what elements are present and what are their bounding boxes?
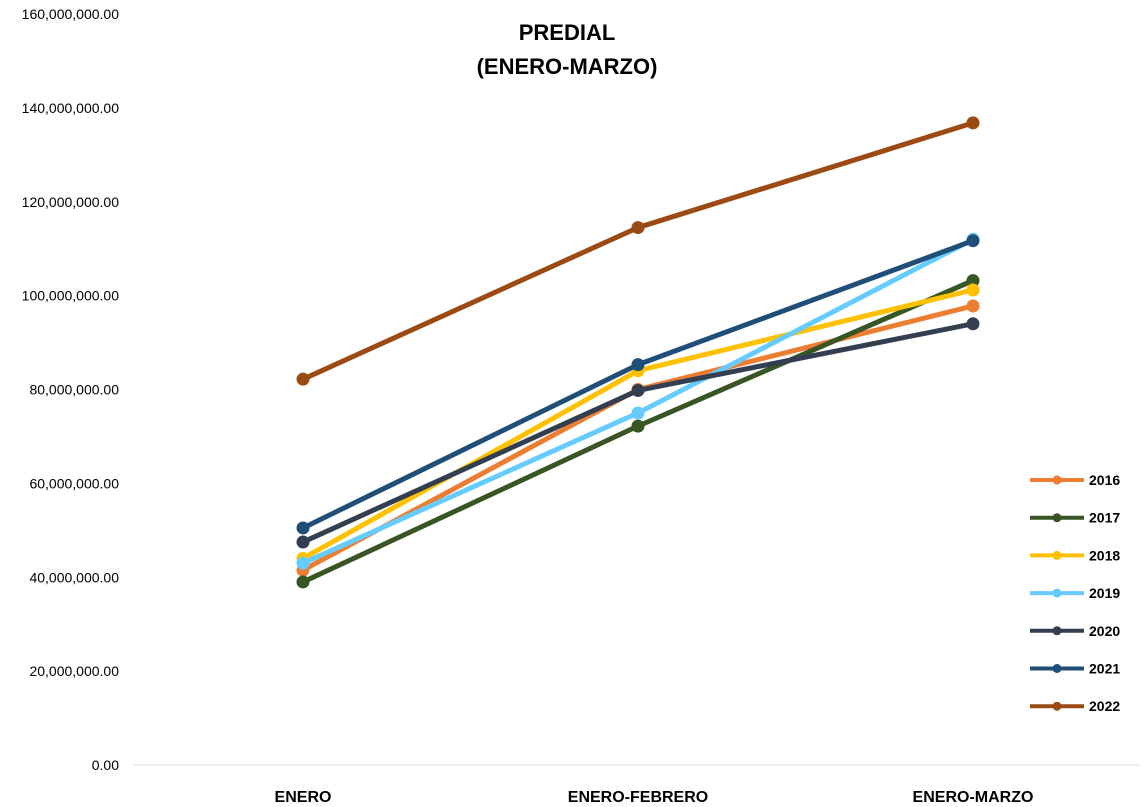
legend-item: 2021: [1030, 661, 1120, 677]
legend-item: 2018: [1030, 547, 1120, 563]
legend-swatch-marker: [1052, 701, 1062, 711]
data-point: [966, 299, 980, 313]
legend-swatch-marker: [1052, 626, 1062, 636]
y-tick-label: 140,000,000.00: [22, 100, 120, 116]
data-point: [966, 283, 980, 297]
y-tick-label: 40,000,000.00: [29, 569, 119, 585]
legend-label: 2016: [1089, 472, 1120, 488]
x-axis-tick-labels: ENERO ENERO-FEBRERO ENERO-MARZO: [275, 789, 1034, 806]
series-2022: [296, 116, 980, 386]
y-tick-label: 160,000,000.00: [22, 6, 120, 22]
series-line: [300, 120, 976, 382]
series-layer: [296, 116, 980, 589]
y-tick-label: 60,000,000.00: [29, 475, 119, 491]
data-point: [296, 372, 310, 386]
data-point: [631, 419, 645, 433]
y-tick-label: 20,000,000.00: [29, 663, 119, 679]
chart-subtitle: (ENERO-MARZO): [477, 54, 658, 79]
data-point: [296, 575, 310, 589]
legend-item: 2017: [1030, 510, 1120, 526]
y-axis-tick-labels: 0.00 20,000,000.00 40,000,000.00 60,000,000…: [22, 6, 120, 773]
series-line: [300, 321, 976, 545]
legend-item: 2020: [1030, 623, 1120, 639]
legend-swatch-marker: [1052, 513, 1062, 523]
data-point: [966, 274, 980, 288]
series-2017: [296, 274, 980, 589]
legend-swatch-marker: [1052, 588, 1062, 598]
legend-swatch-marker: [1052, 664, 1062, 673]
x-tick-label: ENERO: [275, 789, 332, 806]
series-2019: [296, 232, 980, 570]
legend-label: 2021: [1089, 661, 1120, 677]
data-point: [631, 221, 645, 235]
data-point: [631, 358, 645, 372]
legend-label: 2020: [1089, 623, 1120, 639]
data-point: [631, 406, 645, 420]
data-point: [966, 234, 980, 248]
legend-item: 2016: [1030, 472, 1120, 488]
data-point: [296, 521, 310, 535]
data-point: [966, 116, 980, 130]
legend-swatch-marker: [1052, 475, 1062, 485]
series-2021: [296, 234, 980, 535]
legend-item: 2022: [1030, 698, 1120, 714]
y-tick-label: 120,000,000.00: [22, 194, 120, 210]
y-tick-label: 100,000,000.00: [22, 288, 120, 304]
data-point: [296, 535, 310, 549]
data-point: [631, 383, 645, 397]
x-tick-label: ENERO-FEBRERO: [568, 789, 708, 806]
data-point: [966, 317, 980, 331]
legend-label: 2019: [1089, 585, 1120, 601]
legend-label: 2017: [1089, 510, 1120, 526]
legend: 2016 2017 2018 2019 2020 2021 2022: [1030, 472, 1120, 714]
chart-title: PREDIAL: [519, 20, 616, 45]
x-tick-label: ENERO-MARZO: [913, 789, 1034, 806]
y-tick-label: 0.00: [92, 757, 119, 773]
series-2020: [296, 317, 980, 549]
legend-swatch-marker: [1052, 550, 1062, 560]
data-point: [296, 556, 310, 570]
legend-label: 2022: [1089, 698, 1120, 714]
legend-item: 2019: [1030, 585, 1120, 601]
y-tick-label: 80,000,000.00: [29, 382, 119, 398]
legend-label: 2018: [1089, 547, 1120, 563]
